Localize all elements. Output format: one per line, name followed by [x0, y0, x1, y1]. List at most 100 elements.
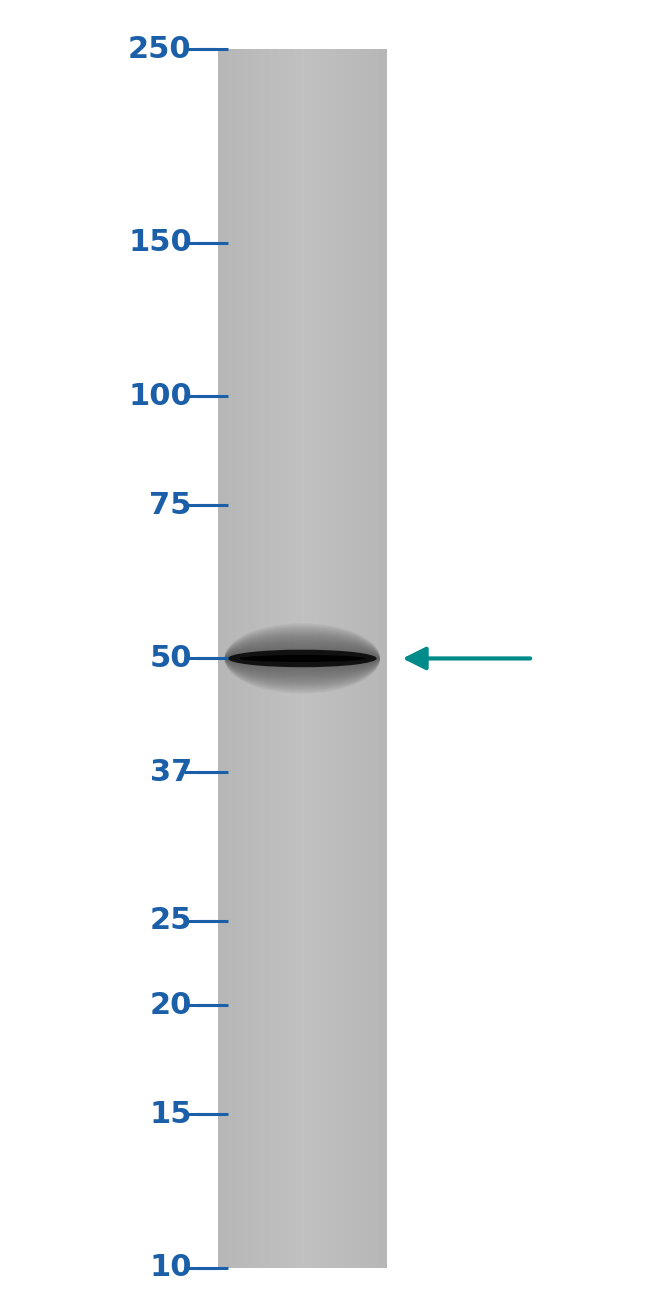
Bar	[335, 49, 336, 1268]
Bar	[266, 49, 267, 1268]
Bar	[263, 49, 264, 1268]
Bar	[235, 49, 236, 1268]
Bar	[301, 49, 302, 1268]
Bar	[236, 49, 237, 1268]
Bar	[283, 49, 284, 1268]
Bar	[352, 49, 353, 1268]
Bar	[244, 49, 246, 1268]
Bar	[326, 49, 328, 1268]
Bar	[336, 49, 337, 1268]
Bar	[356, 49, 357, 1268]
Bar	[307, 49, 308, 1268]
Bar	[288, 49, 290, 1268]
Bar	[371, 49, 372, 1268]
Bar	[233, 49, 235, 1268]
Bar	[359, 49, 360, 1268]
Bar	[308, 49, 309, 1268]
Bar	[370, 49, 371, 1268]
Bar	[232, 49, 233, 1268]
Bar	[365, 49, 367, 1268]
Bar	[290, 49, 291, 1268]
Bar	[339, 49, 341, 1268]
Bar	[342, 49, 343, 1268]
Bar	[270, 49, 271, 1268]
Bar	[246, 49, 247, 1268]
Ellipse shape	[224, 625, 380, 692]
Bar	[287, 49, 288, 1268]
Bar	[227, 49, 229, 1268]
Bar	[384, 49, 385, 1268]
Bar	[243, 49, 244, 1268]
Bar	[229, 49, 231, 1268]
Bar	[309, 49, 311, 1268]
Bar	[358, 49, 359, 1268]
Bar	[346, 49, 347, 1268]
Bar	[350, 49, 352, 1268]
Bar	[300, 49, 301, 1268]
Bar	[291, 49, 292, 1268]
Text: 37: 37	[150, 758, 192, 786]
Bar	[277, 49, 278, 1268]
Bar	[284, 49, 285, 1268]
Bar	[363, 49, 364, 1268]
Bar	[344, 49, 346, 1268]
Bar	[267, 49, 268, 1268]
Bar	[254, 49, 256, 1268]
Bar	[280, 49, 281, 1268]
Bar	[281, 49, 283, 1268]
Bar	[369, 49, 370, 1268]
Bar	[285, 49, 287, 1268]
Bar	[264, 49, 266, 1268]
Bar	[271, 49, 272, 1268]
Bar	[260, 49, 261, 1268]
Bar	[274, 49, 276, 1268]
Text: 150: 150	[128, 229, 192, 257]
Bar	[276, 49, 277, 1268]
Bar	[296, 49, 298, 1268]
Bar	[253, 49, 254, 1268]
Bar	[315, 49, 317, 1268]
Bar	[261, 49, 263, 1268]
Bar	[304, 49, 305, 1268]
Bar	[259, 49, 260, 1268]
Bar	[378, 49, 380, 1268]
Bar	[337, 49, 339, 1268]
Bar	[218, 49, 219, 1268]
Bar	[330, 49, 332, 1268]
Bar	[372, 49, 374, 1268]
Bar	[294, 49, 295, 1268]
Bar	[302, 49, 304, 1268]
Bar	[343, 49, 344, 1268]
Bar	[322, 49, 324, 1268]
Bar	[237, 49, 239, 1268]
Bar	[353, 49, 354, 1268]
Bar	[222, 49, 224, 1268]
Bar	[324, 49, 325, 1268]
Ellipse shape	[239, 655, 365, 662]
Bar	[320, 49, 322, 1268]
Ellipse shape	[224, 624, 380, 694]
Bar	[231, 49, 232, 1268]
Bar	[292, 49, 294, 1268]
Bar	[298, 49, 300, 1268]
Bar	[376, 49, 377, 1268]
Bar	[381, 49, 382, 1268]
Text: 10: 10	[150, 1253, 192, 1282]
Text: 75: 75	[150, 490, 192, 520]
Bar	[319, 49, 320, 1268]
Text: 100: 100	[128, 382, 192, 411]
Bar	[347, 49, 348, 1268]
Bar	[226, 49, 228, 1268]
Bar	[256, 49, 257, 1268]
Text: 25: 25	[150, 906, 192, 935]
Text: 20: 20	[150, 991, 192, 1019]
Ellipse shape	[228, 650, 376, 667]
Bar	[325, 49, 326, 1268]
Bar	[295, 49, 296, 1268]
Bar	[247, 49, 249, 1268]
Bar	[361, 49, 363, 1268]
Bar	[328, 49, 329, 1268]
Bar	[311, 49, 312, 1268]
Bar	[305, 49, 307, 1268]
Bar	[219, 49, 220, 1268]
